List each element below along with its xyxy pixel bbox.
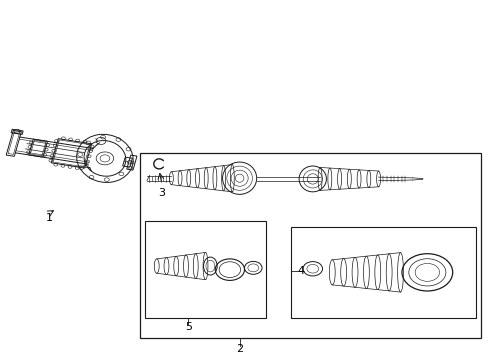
Text: 2: 2 (236, 344, 243, 354)
Text: 4: 4 (296, 266, 304, 276)
Text: 5: 5 (184, 322, 191, 332)
Text: 1: 1 (46, 213, 53, 222)
Text: 3: 3 (158, 188, 165, 198)
